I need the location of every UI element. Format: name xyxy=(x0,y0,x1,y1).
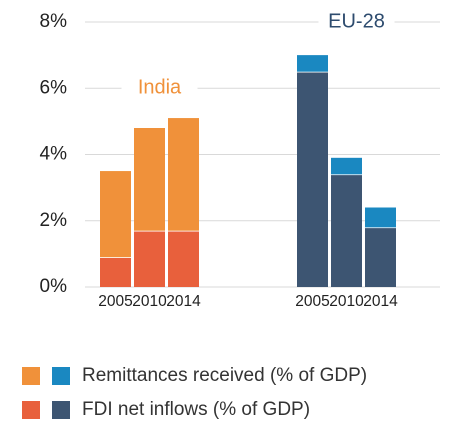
bar-segment xyxy=(365,207,396,228)
bar-segment xyxy=(100,257,131,287)
bar-segment xyxy=(365,227,396,287)
bar-segment xyxy=(134,128,165,231)
bar-segment xyxy=(331,157,362,175)
group-label-bg xyxy=(121,76,198,101)
group-label: India xyxy=(138,77,182,99)
x-tick-label: 2005 xyxy=(98,293,132,310)
bar-segment xyxy=(168,230,199,287)
group-label-bg xyxy=(318,10,395,34)
x-tick-label: 2005 xyxy=(295,293,329,310)
legend-label: Remittances received (% of GDP) xyxy=(82,365,367,386)
legend-swatch xyxy=(52,401,70,419)
y-tick-label: 8% xyxy=(40,11,68,32)
legend-swatch xyxy=(22,367,40,385)
group-label: EU-28 xyxy=(328,10,385,32)
bar-segment xyxy=(100,171,131,258)
y-tick-label: 0% xyxy=(40,276,68,297)
bar-segment xyxy=(331,174,362,287)
x-tick-label: 2010 xyxy=(132,293,167,310)
bar-segment xyxy=(134,230,165,287)
legend-swatch xyxy=(22,401,40,419)
y-tick-label: 6% xyxy=(40,77,68,98)
y-tick-label: 4% xyxy=(40,144,68,165)
x-tick-label: 2010 xyxy=(329,293,364,310)
x-tick-label: 2014 xyxy=(166,293,201,310)
bar-segment xyxy=(297,55,328,72)
bar-segment xyxy=(297,71,328,287)
bar-segment xyxy=(168,118,199,231)
legend-swatch xyxy=(52,367,70,385)
y-tick-label: 2% xyxy=(40,210,68,231)
x-tick-label: 2014 xyxy=(363,293,398,310)
legend-label: FDI net inflows (% of GDP) xyxy=(82,399,310,420)
